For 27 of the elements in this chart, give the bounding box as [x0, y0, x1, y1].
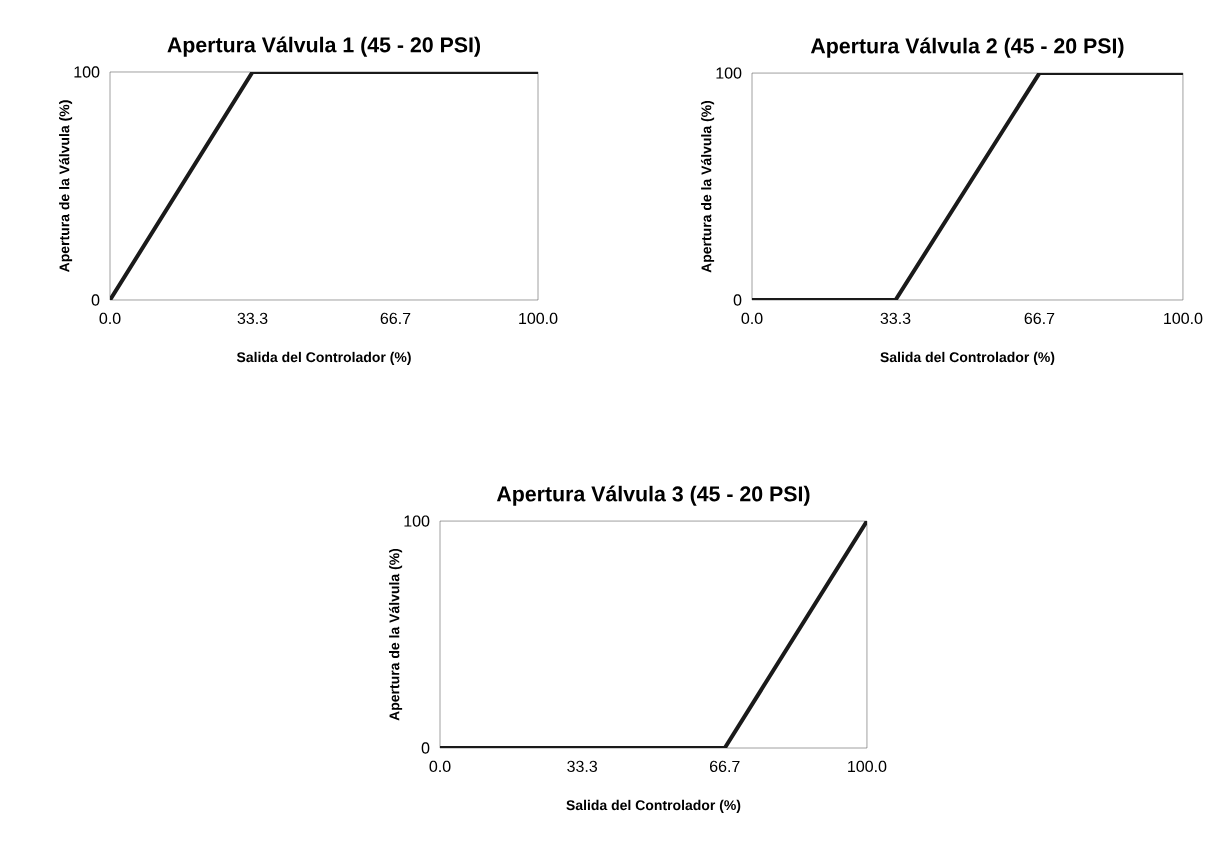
x-tick-label: 66.7 — [710, 760, 740, 773]
y-axis-title: Apertura de la Válvula (%) — [700, 100, 715, 273]
y-tick-label: 100 — [74, 66, 100, 78]
x-tick-label: 100.0 — [519, 312, 558, 325]
chart-title: Apertura Válvula 3 (45 - 20 PSI) — [496, 485, 810, 506]
y-tick-label: 100 — [716, 67, 742, 79]
y-tick-label: 0 — [421, 742, 430, 754]
x-tick-label: 66.7 — [380, 312, 411, 325]
y-tick-label: 0 — [733, 294, 742, 306]
x-axis-title: Salida del Controlador (%) — [880, 351, 1055, 365]
x-tick-label: 100.0 — [848, 760, 887, 773]
y-tick-label: 100 — [404, 515, 430, 527]
x-axis-title: Salida del Controlador (%) — [236, 351, 411, 365]
y-axis-title: Apertura de la Válvula (%) — [388, 548, 403, 721]
x-tick-label: 66.7 — [1024, 312, 1055, 325]
chart-title: Apertura Válvula 1 (45 - 20 PSI) — [167, 36, 481, 57]
x-tick-label: 33.3 — [880, 312, 911, 325]
x-tick-label: 33.3 — [237, 312, 268, 325]
x-tick-label: 0.0 — [99, 312, 121, 325]
y-tick-label: 0 — [91, 294, 100, 306]
y-axis-title: Apertura de la Válvula (%) — [58, 100, 73, 272]
x-tick-label: 0.0 — [429, 760, 451, 773]
x-tick-label: 0.0 — [741, 312, 763, 325]
x-tick-label: 33.3 — [567, 760, 598, 773]
x-tick-label: 100.0 — [1164, 312, 1203, 325]
chart-title: Apertura Válvula 2 (45 - 20 PSI) — [810, 37, 1124, 58]
x-axis-title: Salida del Controlador (%) — [566, 799, 741, 813]
